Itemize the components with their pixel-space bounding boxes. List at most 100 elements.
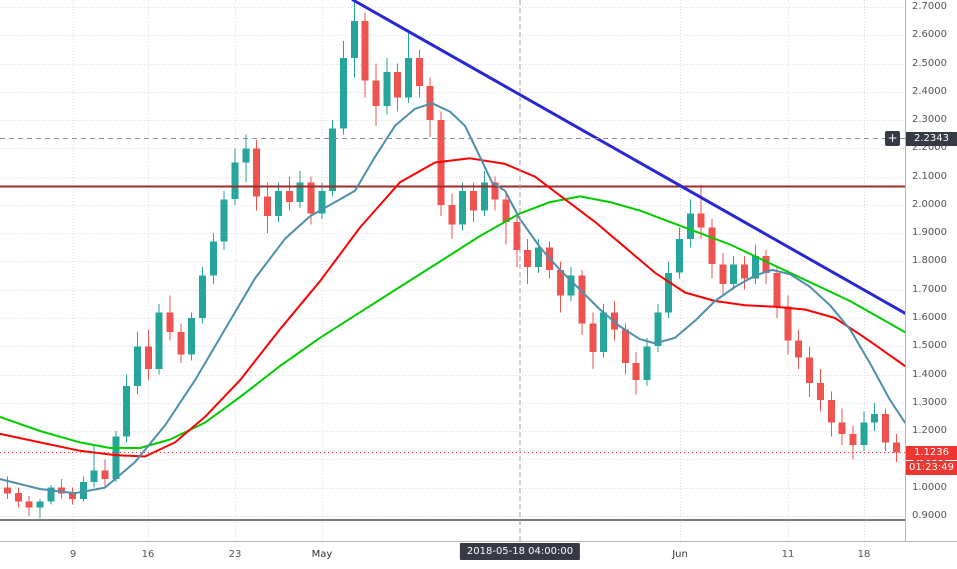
candle-body xyxy=(405,57,412,98)
candle-body xyxy=(816,383,824,400)
candle-body xyxy=(600,312,608,352)
candle-body xyxy=(253,148,261,197)
time-axis-label: 23 xyxy=(228,549,242,560)
candle-body xyxy=(513,221,521,251)
chart-pane[interactable] xyxy=(0,0,905,541)
candle-body xyxy=(795,340,803,358)
time-axis-label: 9 xyxy=(69,549,77,560)
candle-body xyxy=(3,487,11,494)
candle-body xyxy=(556,269,564,296)
candle-body xyxy=(264,196,272,217)
price-axis-label: 1.9000 xyxy=(912,227,947,238)
candle-body xyxy=(372,80,380,106)
candles xyxy=(3,1,900,519)
candle-body xyxy=(741,264,748,279)
candle-body xyxy=(383,72,391,106)
candle-body xyxy=(79,481,87,499)
price-axis-label: 1.4000 xyxy=(912,369,947,380)
grid xyxy=(0,0,905,541)
price-axis-label: 1.2000 xyxy=(912,425,947,436)
countdown-badge: 01:23:49 xyxy=(906,461,957,475)
candle-body xyxy=(524,250,532,268)
candle-body xyxy=(632,363,640,381)
candle-body xyxy=(892,442,900,453)
candle-body xyxy=(69,493,76,499)
price-axis-label: 2.4000 xyxy=(912,86,947,97)
time-axis-label: Jun xyxy=(672,549,688,560)
time-axis-label: 11 xyxy=(781,549,795,560)
candle-body xyxy=(177,332,185,355)
candle-body xyxy=(415,57,423,87)
price-axis-label: 1.8000 xyxy=(912,255,947,266)
candle-body xyxy=(806,357,814,383)
candle-body xyxy=(491,182,499,200)
candle-body xyxy=(448,204,456,225)
candle-body xyxy=(708,227,716,265)
alert-price-badge[interactable]: 2.2343 xyxy=(906,132,957,146)
candle-body xyxy=(134,346,141,386)
price-axis-label: 2.3000 xyxy=(912,114,947,125)
candle-body xyxy=(676,238,683,273)
candle-body xyxy=(827,400,835,423)
candle-body xyxy=(361,21,369,81)
price-axis-label: 2.5000 xyxy=(912,58,947,69)
candle-body xyxy=(242,148,250,163)
candle-body xyxy=(535,247,543,268)
crosshair-time-badge: 2018-05-18 04:00:00 xyxy=(459,543,581,560)
time-axis-label: May xyxy=(311,549,333,560)
candle-body xyxy=(14,493,22,502)
candle-body xyxy=(394,72,402,98)
time-axis-label: 18 xyxy=(857,549,871,560)
candle-body xyxy=(849,433,857,446)
candle-body xyxy=(589,323,597,352)
candle-body xyxy=(882,414,889,443)
candle-body xyxy=(329,128,337,191)
ma-red-mid xyxy=(0,157,905,458)
candle-body xyxy=(643,346,651,381)
candle-body xyxy=(459,190,467,225)
price-axis-label: 1.5000 xyxy=(912,340,947,351)
candle-body xyxy=(838,422,846,434)
ma-blue-fast xyxy=(0,102,905,495)
candle-body xyxy=(350,21,358,58)
candle-body xyxy=(36,501,44,508)
candle-body xyxy=(340,57,347,129)
downtrend-line[interactable] xyxy=(351,0,905,315)
candle-body xyxy=(188,318,196,355)
candle-body xyxy=(307,182,315,214)
price-axis-label: 2.1000 xyxy=(912,171,947,182)
candle-body xyxy=(296,182,304,203)
candle-body xyxy=(274,190,282,217)
candle-body xyxy=(686,213,694,239)
candle-body xyxy=(697,213,705,228)
price-axis-label: 1.0000 xyxy=(912,482,947,493)
candle-body xyxy=(209,241,217,276)
candle-body xyxy=(101,470,109,480)
candle-body xyxy=(621,329,629,364)
price-axis-label: 2.7000 xyxy=(912,1,947,12)
candle-body xyxy=(730,264,738,285)
candle-body xyxy=(665,272,673,313)
price-axis-label: 1.3000 xyxy=(912,397,947,408)
candle-body xyxy=(784,306,792,341)
candle-body xyxy=(231,162,239,200)
price-axis-label: 1.6000 xyxy=(912,312,947,323)
candle-body xyxy=(470,190,477,211)
add-alert-plus-button[interactable]: + xyxy=(885,131,900,146)
candle-body xyxy=(860,422,868,446)
candle-body xyxy=(112,436,120,480)
candle-body xyxy=(220,199,228,242)
candle-body xyxy=(123,385,131,437)
price-axis-label: 2.0000 xyxy=(912,199,947,210)
candle-body xyxy=(166,312,174,333)
candle-body xyxy=(155,312,163,369)
time-axis-label: 16 xyxy=(141,549,155,560)
candle-body xyxy=(773,272,781,307)
candle-body xyxy=(144,346,152,369)
price-axis-label: 2.2000 xyxy=(912,142,947,153)
candle-body xyxy=(751,255,759,279)
ma-green-slow xyxy=(0,195,905,449)
candle-body xyxy=(199,275,206,318)
candle-body xyxy=(762,255,770,273)
